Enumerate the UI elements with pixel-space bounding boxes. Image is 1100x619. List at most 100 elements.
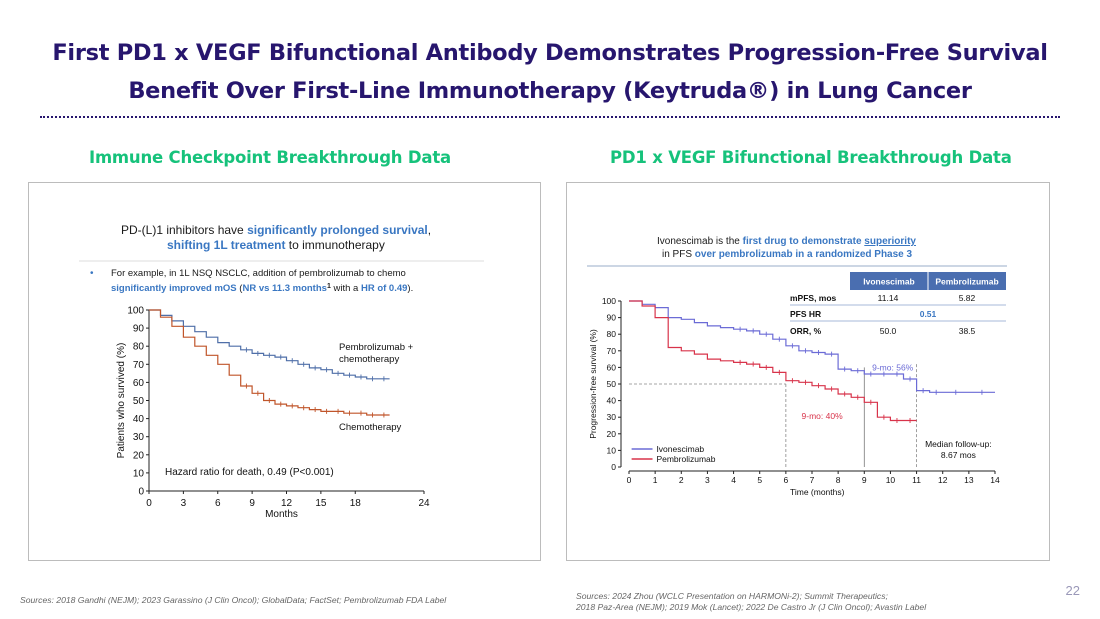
left-x-axis-label: Months: [265, 509, 298, 520]
left-y-tick-label: 100: [127, 306, 144, 317]
right-y-tick-label: 70: [607, 346, 617, 356]
left-bullet-2g: ).: [407, 283, 413, 294]
left-intro-2b: to immunotherapy: [285, 238, 384, 252]
left-y-tick-label: 0: [138, 487, 144, 498]
left-series-label-2: Chemotherapy: [339, 422, 402, 433]
results-table: Ivonescimab Pembrolizumab mPFS, mos 11.1…: [790, 272, 1006, 336]
right-y-tick-label: 50: [607, 379, 617, 389]
right-series-ivonescimab: [629, 300, 995, 393]
right-x-tick-label: 8: [836, 475, 841, 485]
table-cell-hr: 0.51: [920, 309, 937, 319]
right-series-pembrolizumab: [629, 300, 917, 422]
left-intro-2a: shifting 1L treatment: [167, 238, 285, 252]
table-row-label-hr: PFS HR: [790, 309, 821, 319]
title-divider: [40, 116, 1060, 118]
left-bullet-dot: •: [90, 268, 94, 279]
left-x-tick-label: 18: [350, 498, 362, 509]
right-x-tick-label: 5: [757, 475, 762, 485]
left-intro-1b: significantly prolonged survival: [247, 223, 428, 237]
right-y-tick-label: 40: [607, 396, 617, 406]
right-intro-1a: Ivonescimab is the: [657, 236, 743, 247]
left-y-tick-label: 50: [133, 396, 145, 407]
left-bullet-line-2: significantly improved mOS (NR vs 11.3 m…: [111, 283, 413, 294]
left-chart-svg: 0 10 20 30 40 50 60 70 80 90 100 0 3 6 9 12 15 18 24 Months…: [79, 223, 484, 520]
left-y-tick-label: 30: [133, 432, 145, 443]
left-bullet-line-1: For example, in 1L NSQ NSCLC, addition o…: [111, 268, 406, 279]
right-intro-line-2: in PFS over pembrolizumab in a randomize…: [662, 249, 913, 260]
right-sources-line-2: 2018 Paz-Area (NEJM); 2019 Mok (Lancet);…: [576, 602, 927, 612]
left-x-tick-label: 6: [215, 498, 221, 509]
table-cell-orr-pembrolizumab: 38.5: [959, 326, 976, 336]
table-col-header-pembrolizumab: Pembrolizumab: [935, 277, 998, 287]
right-sources: Sources: 2024 Zhou (WCLC Presentation on…: [576, 591, 926, 613]
right-x-tick-label: 12: [938, 475, 948, 485]
right-followup-line-1: Median follow-up:: [925, 439, 992, 449]
left-bullet-2d: 1: [327, 283, 331, 290]
left-x-tick-label: 24: [418, 498, 430, 509]
right-x-tick-label: 11: [912, 475, 921, 485]
left-x-tick-label: 3: [181, 498, 187, 509]
left-y-tick-label: 10: [133, 468, 145, 479]
right-y-tick-label: 10: [607, 445, 617, 455]
left-section-heading: Immune Checkpoint Breakthrough Data: [89, 148, 451, 167]
table-header-ivonescimab-bg: [850, 272, 928, 290]
left-bullet-2b: (: [237, 283, 244, 294]
left-y-tick-label: 70: [133, 360, 145, 371]
table-row-label-mpfs: mPFS, mos: [790, 293, 837, 303]
left-y-tick-label: 60: [133, 378, 145, 389]
table-cell-mpfs-pembrolizumab: 5.82: [959, 293, 976, 303]
right-intro-line-1: Ivonescimab is the first drug to demonst…: [657, 236, 916, 247]
right-followup-line-2: 8.67 mos: [941, 450, 976, 460]
right-y-tick-label: 60: [607, 362, 617, 372]
right-y-tick-label: 20: [607, 429, 617, 439]
left-bullet-2f: HR of 0.49: [361, 283, 407, 294]
left-hazard-annotation: Hazard ratio for death, 0.49 (P<0.001): [165, 467, 334, 478]
right-annotation-ivo-9mo: 9-mo: 56%: [872, 363, 914, 373]
left-series-label-1a: Pembrolizumab +: [339, 342, 414, 353]
right-x-tick-label: 7: [810, 475, 815, 485]
right-x-tick-label: 6: [783, 475, 788, 485]
left-series-chemo: [149, 309, 390, 416]
left-intro-1a: PD-(L)1 inhibitors have: [121, 223, 247, 237]
right-x-axis-label: Time (months): [790, 487, 845, 497]
right-intro-2a: in PFS: [662, 249, 695, 260]
left-x-tick-label: 15: [315, 498, 327, 509]
left-x-tick-label: 0: [146, 498, 152, 509]
right-sources-line-1: Sources: 2024 Zhou (WCLC Presentation on…: [576, 591, 888, 601]
right-x-tick-label: 2: [679, 475, 684, 485]
left-y-tick-label: 80: [133, 342, 145, 353]
table-header-pembrolizumab-bg: [928, 272, 1006, 290]
right-y-axis-label: Progression-free survival (%): [588, 329, 598, 439]
left-y-tick-label: 40: [133, 414, 145, 425]
right-x-tick-label: 10: [886, 475, 896, 485]
right-y-tick-label: 0: [611, 462, 616, 472]
table-row-label-orr: ORR, %: [790, 326, 822, 336]
left-intro-line-1: PD-(L)1 inhibitors have significantly pr…: [121, 223, 431, 237]
right-y-tick-label: 30: [607, 412, 617, 422]
right-chart-panel: 0 10 20 30 40 50 60 70 80 90 100 0 1 2 3 4 5 6 7 8 9 10 11 12 13…: [566, 182, 1050, 561]
left-series-pembro-chemo: [149, 309, 390, 380]
right-intro-1b: first drug to demonstrate: [743, 236, 865, 247]
right-x-tick-label: 4: [731, 475, 736, 485]
left-sources: Sources: 2018 Gandhi (NEJM); 2023 Garass…: [20, 595, 447, 605]
right-x-tick-label: 3: [705, 475, 710, 485]
left-x-tick-label: 9: [249, 498, 255, 509]
left-bullet-2e: with a: [331, 283, 361, 294]
right-intro-1c: superiority: [864, 236, 916, 247]
left-intro-1c: ,: [428, 223, 431, 237]
right-x-tick-label: 9: [862, 475, 867, 485]
right-section-heading: PD1 x VEGF Bifunctional Breakthrough Dat…: [610, 148, 1012, 167]
right-legend-label: Ivonescimab: [656, 444, 704, 454]
right-y-tick-label: 80: [607, 329, 617, 339]
left-intro-line-2: shifting 1L treatment to immunotherapy: [167, 238, 385, 252]
right-annotation-pem-9mo: 9-mo: 40%: [802, 411, 844, 421]
left-chart-panel: 0 10 20 30 40 50 60 70 80 90 100 0 3 6 9 12 15 18 24 Months…: [28, 182, 541, 561]
right-legend-label: Pembrolizumab: [656, 454, 715, 464]
right-intro-2b: over pembrolizumab in a randomized Phase…: [695, 249, 913, 260]
left-bullet-2a: significantly improved mOS: [111, 283, 237, 294]
left-x-tick-label: 12: [281, 498, 293, 509]
table-cell-mpfs-ivonescimab: 11.14: [878, 293, 899, 303]
slide-title-line-1: First PD1 x VEGF Bifunctional Antibody D…: [52, 40, 1048, 66]
left-y-axis-label: Patients who survived (%): [116, 343, 127, 459]
